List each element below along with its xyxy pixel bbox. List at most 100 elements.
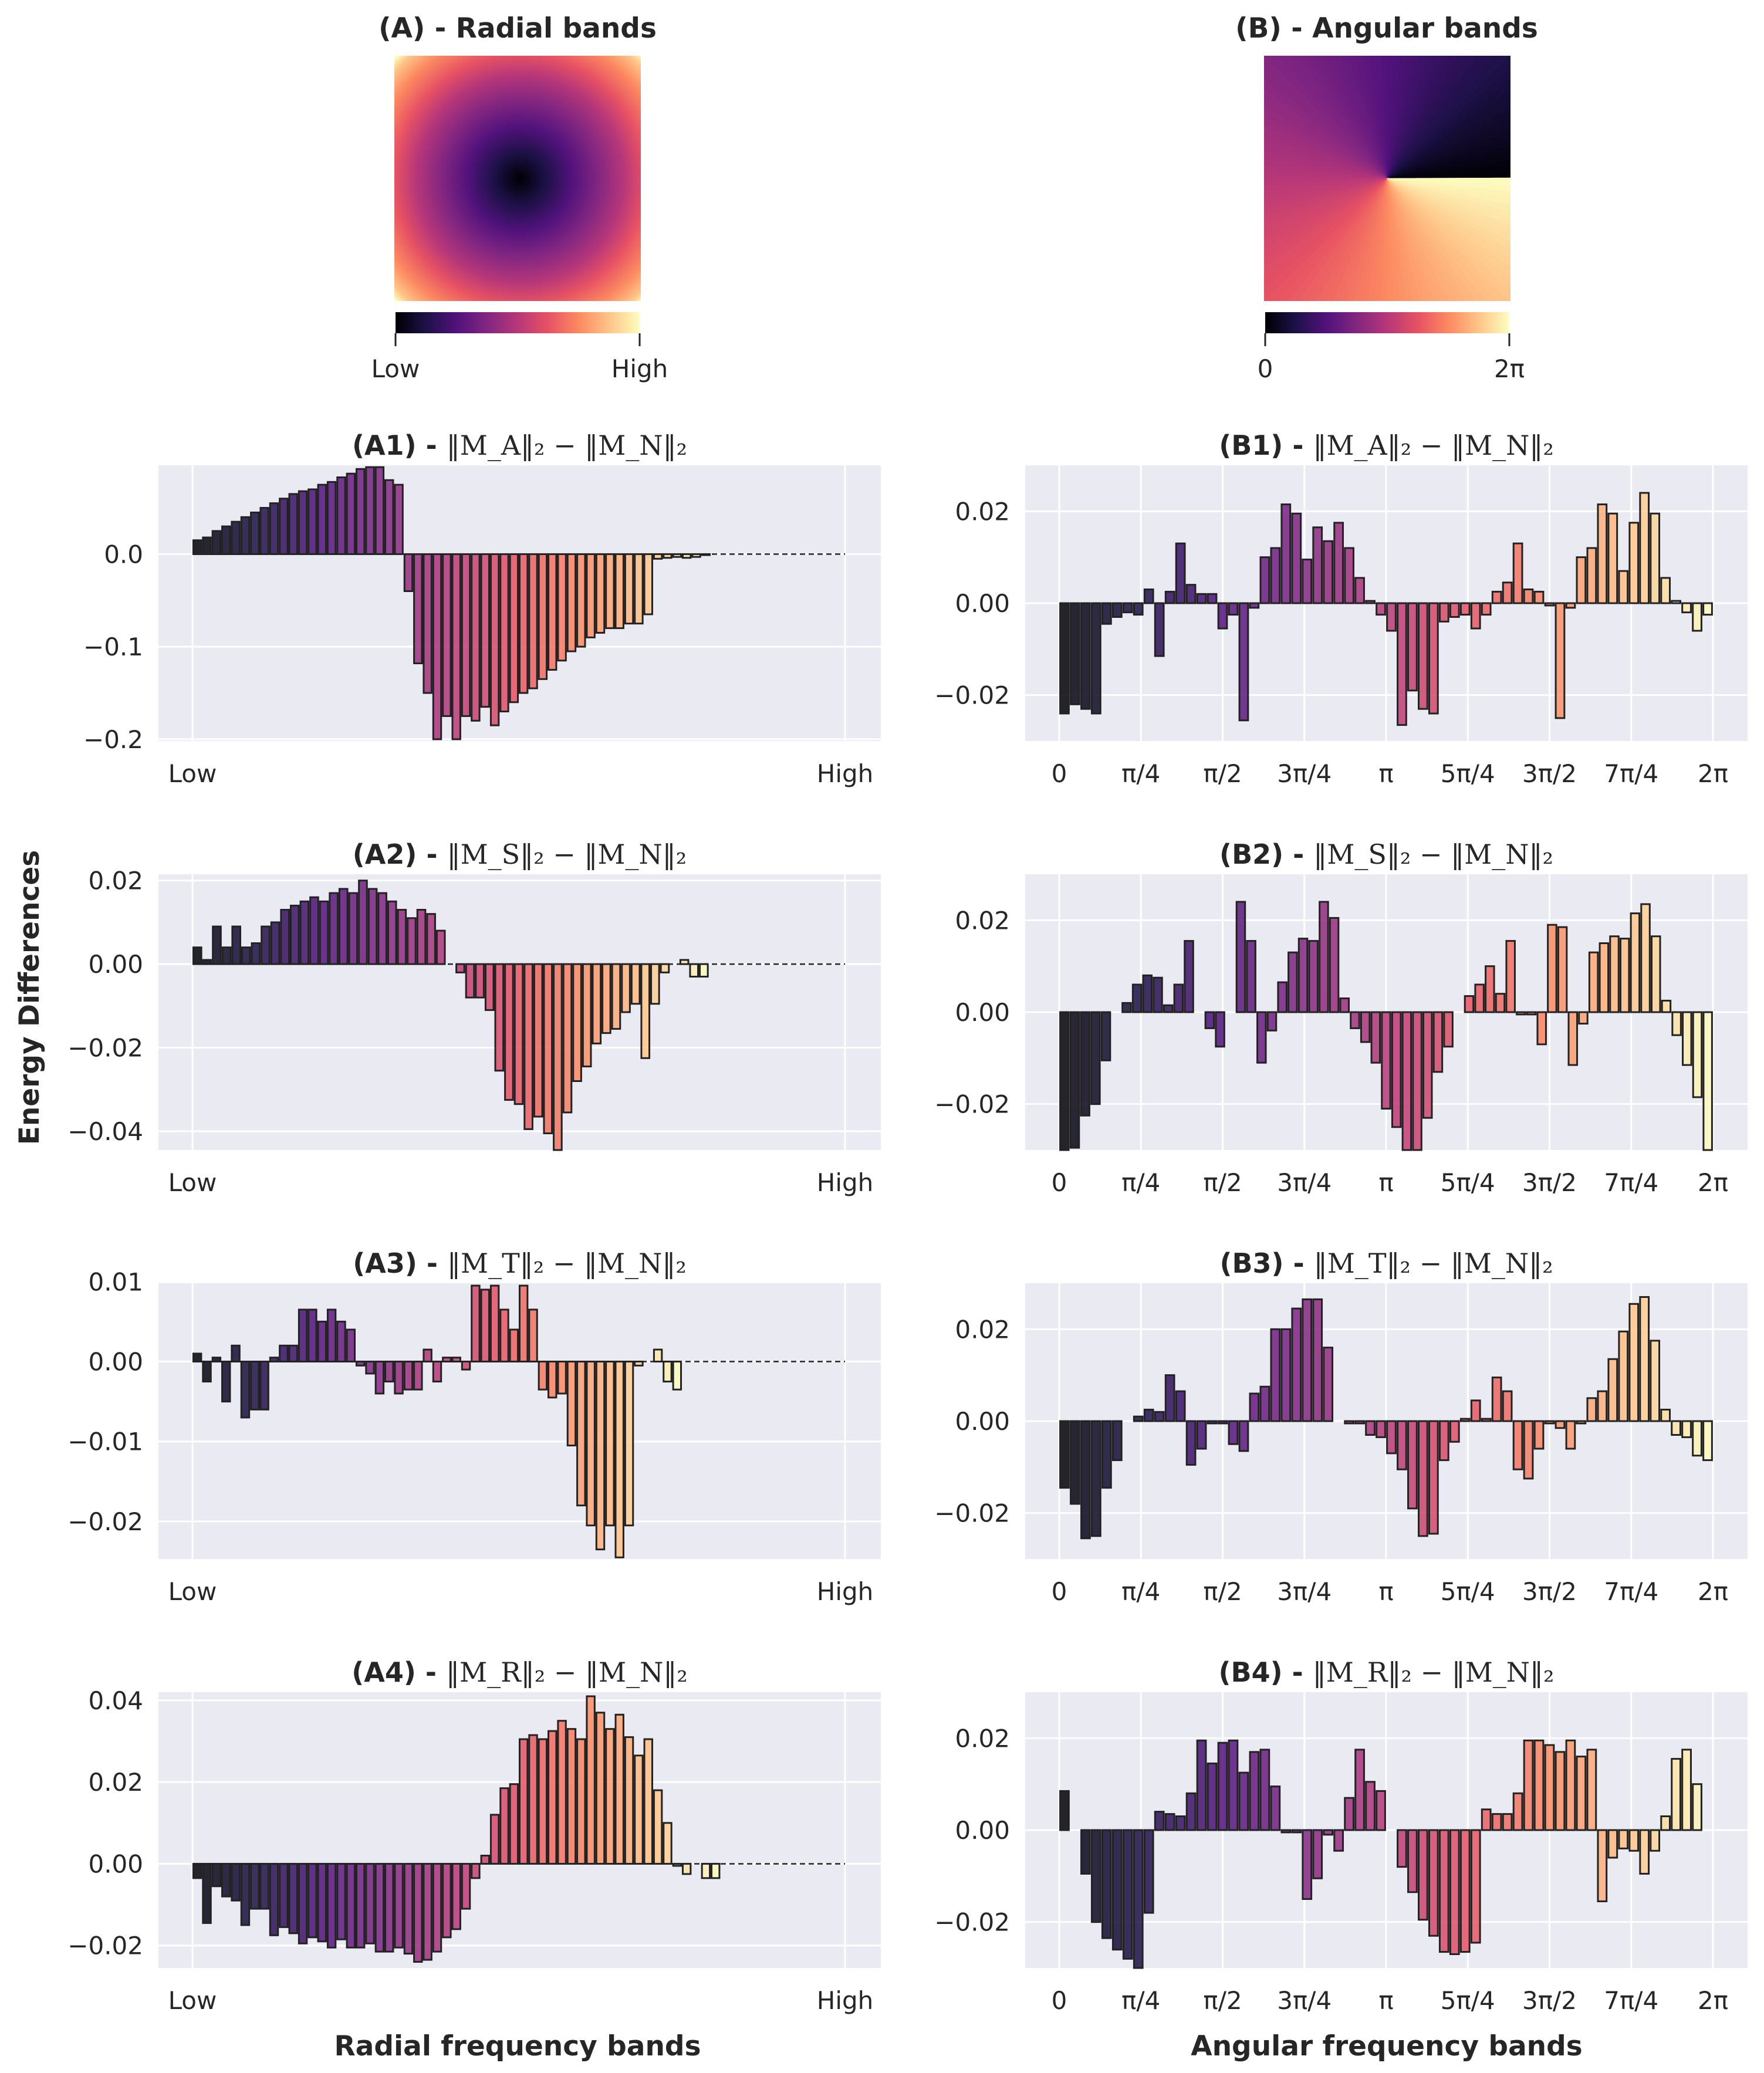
bar [202, 536, 212, 555]
x-tick-label: 3π/4 [1277, 1168, 1332, 1197]
bar [336, 1320, 346, 1363]
bar [1438, 1420, 1449, 1462]
bar [1323, 1347, 1334, 1422]
bar [1692, 1011, 1703, 1098]
bar [1502, 581, 1513, 604]
bar [1154, 1811, 1165, 1831]
bar [231, 520, 241, 555]
bar [1312, 526, 1323, 604]
x-tick-label: π/2 [1203, 1986, 1242, 2015]
bar [576, 553, 586, 648]
bar [624, 1736, 634, 1865]
radial-bands-title: (A) - Radial bands [379, 12, 657, 45]
bar [1133, 1415, 1144, 1422]
bar [1259, 1385, 1270, 1422]
bar [1163, 1004, 1174, 1013]
bar [1505, 940, 1516, 1013]
bar [1238, 1420, 1249, 1452]
bar [1153, 976, 1163, 1013]
bar [1671, 1758, 1681, 1831]
bar [1536, 1011, 1547, 1046]
bar [650, 963, 660, 1005]
bar [221, 1361, 231, 1403]
bar [672, 1361, 682, 1391]
bar [1650, 1340, 1661, 1422]
bar [1207, 593, 1218, 604]
y-tick-label: −0.02 [934, 1908, 1010, 1937]
angular-bands-title: (B) - Angular bands [1235, 12, 1538, 45]
bar [423, 553, 432, 694]
bar [1070, 602, 1080, 705]
radial-bands-image [394, 56, 641, 301]
bar [489, 553, 500, 726]
bar [279, 498, 289, 555]
bar [1428, 1829, 1439, 1937]
bar [1407, 1420, 1418, 1510]
bar [1204, 1011, 1215, 1029]
bar [1111, 602, 1123, 618]
x-axis-label-radial: Radial frequency bands [334, 2030, 701, 2062]
bar [1381, 1011, 1391, 1110]
bar [250, 1361, 260, 1411]
bar [403, 1862, 414, 1955]
bar [1523, 589, 1534, 604]
bar [518, 1738, 529, 1865]
bar [1280, 1328, 1292, 1422]
bar [461, 1361, 471, 1371]
y-tick-label: 0.00 [955, 589, 1010, 618]
bar [1597, 503, 1608, 604]
x-tick-label: Low [168, 759, 217, 788]
chart-title-formula: ‖M_R‖₂ − ‖M_N‖₂ [446, 1656, 688, 1688]
bar [269, 1862, 279, 1936]
bar [1639, 1829, 1650, 1875]
chart-a3: 0.01 0.00 −0.01 −0.02 Low High (A3) - ‖M_T‖₂ −… [67, 1247, 881, 1606]
bar [289, 904, 300, 965]
bar [1302, 1829, 1313, 1900]
bar [1323, 1829, 1334, 1836]
bar [1059, 1420, 1070, 1489]
y-tick-label: −0.02 [67, 1932, 143, 1960]
bar [288, 1862, 298, 1935]
bar [1578, 1011, 1589, 1025]
bar [1249, 602, 1260, 609]
x-tick-label: π [1378, 1577, 1393, 1606]
bar [1249, 1392, 1260, 1422]
bar [494, 963, 505, 1072]
bar [1370, 1011, 1381, 1064]
y-tick-label: 0.02 [88, 1768, 143, 1797]
bar [358, 880, 368, 965]
bar [1111, 1420, 1123, 1462]
bar [1391, 1011, 1402, 1128]
bar [1692, 1420, 1702, 1457]
bar [1565, 602, 1576, 609]
bar [471, 553, 481, 722]
bar [367, 888, 378, 965]
chart-title: (B1) - ‖M_A‖₂ − ‖M_N‖₂ [1219, 430, 1554, 461]
bar [1354, 1749, 1365, 1831]
bar [1491, 590, 1502, 604]
bar [576, 1738, 586, 1865]
bar [192, 1352, 202, 1363]
chart-a1: 0.0 −0.1 −0.2 Low High (A1) - ‖M_A‖₂ − ‖M_N‖₂ [83, 430, 881, 788]
y-tick-label: −0.02 [67, 1034, 143, 1063]
y-tick-label: 0.00 [955, 998, 1010, 1027]
x-tick-label: High [817, 1577, 874, 1606]
bar [394, 483, 404, 555]
radial-colorbar-high-label: High [611, 354, 668, 383]
x-tick-label: 2π [1698, 1986, 1728, 2015]
bar [653, 553, 663, 560]
bar [1185, 1420, 1197, 1466]
bar [489, 1284, 500, 1363]
x-tick-label: 0 [1052, 1577, 1067, 1606]
bar [1401, 1011, 1412, 1151]
bar [1143, 1829, 1154, 1914]
x-tick-label: π [1378, 1168, 1393, 1197]
bar [1080, 1829, 1091, 1875]
x-tick-label: 0 [1052, 1168, 1067, 1197]
bar [451, 553, 461, 740]
bar [1609, 935, 1620, 1013]
bar [336, 1862, 346, 1940]
bar [1249, 1751, 1260, 1831]
bar [212, 925, 222, 965]
bar [202, 1862, 212, 1924]
